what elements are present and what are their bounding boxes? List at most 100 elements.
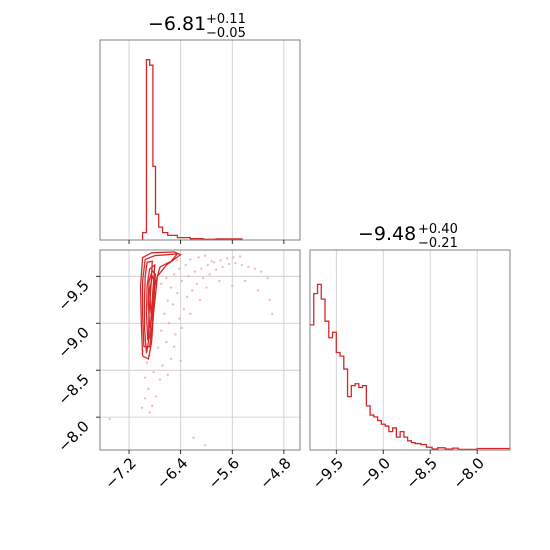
scatter-point xyxy=(156,346,160,349)
scatter-point xyxy=(166,373,169,377)
scatter-point xyxy=(179,359,182,362)
contour-line xyxy=(145,263,156,341)
contour-line xyxy=(139,251,182,360)
y-tick-label: −9.5 xyxy=(54,276,92,314)
scatter-point xyxy=(184,263,188,267)
histogram-step-param2 xyxy=(310,283,510,451)
scatter-point xyxy=(185,295,189,299)
y-ticks-scatter: −8.0 −8.5 −9.0 −9.5 xyxy=(54,275,100,456)
scatter-point xyxy=(218,279,221,283)
x-ticks-right: −9.5 −9.0 −8.5 −8.0 xyxy=(309,450,488,493)
title-param1-median: −6.81 xyxy=(148,13,206,35)
scatter-point xyxy=(192,436,195,439)
scatter-point xyxy=(172,273,176,276)
x-tick-label: −9.0 xyxy=(356,454,394,492)
x-tick-label: −9.5 xyxy=(309,454,347,492)
scatter-point xyxy=(167,322,171,325)
title-param1: −6.81 xyxy=(148,13,206,35)
scatter-point xyxy=(182,307,186,311)
x-ticks-scatter: −7.2 −6.4 −5.6 −4.8 xyxy=(101,450,295,493)
scatter-points xyxy=(108,254,274,447)
x-tick-label: −8.5 xyxy=(403,454,441,492)
scatter-point xyxy=(268,298,271,301)
scatter-point xyxy=(214,268,218,271)
title-param2-median: −9.48 xyxy=(358,223,416,245)
histogram-panel-param1: −6.81 +0.11 −0.05 xyxy=(99,12,301,244)
scatter-point xyxy=(240,263,244,267)
scatter-point xyxy=(253,267,257,270)
title-param2-plus: +0.40 xyxy=(418,222,458,237)
scatter-point xyxy=(227,262,231,266)
scatter-point xyxy=(175,259,178,262)
scatter-point xyxy=(171,303,175,306)
scatter-point xyxy=(193,270,197,273)
scatter-point xyxy=(243,279,247,283)
scatter-point xyxy=(210,260,213,263)
scatter-point xyxy=(189,312,192,316)
axes-frame-right xyxy=(309,249,511,451)
histogram-panel-param2: −9.5 −9.0 −8.5 −8.0 −9.48 +0.40 −0.21 xyxy=(309,222,511,493)
x-tick-label: −4.8 xyxy=(256,454,294,492)
scatter-point xyxy=(163,312,166,316)
scatter-point xyxy=(178,317,181,320)
grid-lines xyxy=(335,250,478,450)
scatter-point xyxy=(247,265,250,269)
title-param2-minus: −0.21 xyxy=(418,236,458,251)
scatter-point xyxy=(266,276,269,280)
histogram-step-param1 xyxy=(141,59,243,240)
x-tick-label: −8.0 xyxy=(449,454,487,492)
scatter-point xyxy=(178,267,181,270)
x-ticks-top xyxy=(128,240,285,244)
contour-line xyxy=(143,260,153,354)
scatter-point xyxy=(169,357,173,361)
contour-line xyxy=(149,274,156,314)
axes-frame-scatter xyxy=(99,249,301,451)
scatter-point xyxy=(166,299,169,302)
scatter-point xyxy=(165,340,168,344)
scatter-point xyxy=(203,254,207,257)
scatter-point xyxy=(191,289,194,292)
title-param2: −9.48 xyxy=(358,223,416,245)
scatter-point xyxy=(165,276,168,280)
title-param1-minus: −0.05 xyxy=(206,26,246,41)
x-tick-label: −5.6 xyxy=(205,454,243,492)
scatter-point xyxy=(152,370,155,374)
scatter-point xyxy=(256,289,260,292)
density-contours xyxy=(139,251,182,360)
scatter-point xyxy=(205,286,208,289)
x-tick-label: −6.4 xyxy=(153,454,191,492)
scatter-point xyxy=(234,261,237,265)
scatter-point xyxy=(143,397,147,400)
scatter-point xyxy=(202,276,205,280)
scatter-point xyxy=(174,333,177,336)
grid-lines xyxy=(128,40,285,240)
scatter-point xyxy=(158,378,162,381)
scatter-point xyxy=(148,411,151,414)
scatter-point xyxy=(160,329,163,332)
scatter-point xyxy=(238,255,242,258)
y-tick-label: −9.0 xyxy=(54,323,92,361)
scatter-point xyxy=(172,345,176,348)
scatter-point xyxy=(180,326,184,330)
scatter-point xyxy=(200,267,203,270)
axes-frame-top xyxy=(99,39,301,241)
y-tick-label: −8.5 xyxy=(54,370,92,408)
scatter-point xyxy=(195,282,198,286)
scatter-point xyxy=(176,291,179,295)
scatter-point xyxy=(206,263,209,267)
scatter-panel: −7.2 −6.4 −5.6 −4.8 −8.0 −8.5 −9.0 −9.5 xyxy=(54,249,301,493)
scatter-point xyxy=(231,284,234,287)
scatter-point xyxy=(271,312,274,316)
scatter-point xyxy=(198,298,202,301)
scatter-point xyxy=(154,395,158,398)
contour-line xyxy=(147,269,157,329)
scatter-point xyxy=(143,376,147,379)
scatter-point xyxy=(161,364,164,367)
scatter-point xyxy=(147,387,150,391)
scatter-point xyxy=(187,275,190,278)
title-param1-plus: +0.11 xyxy=(206,12,246,27)
scatter-point xyxy=(197,256,200,259)
scatter-point xyxy=(208,273,211,276)
scatter-point xyxy=(219,259,222,262)
